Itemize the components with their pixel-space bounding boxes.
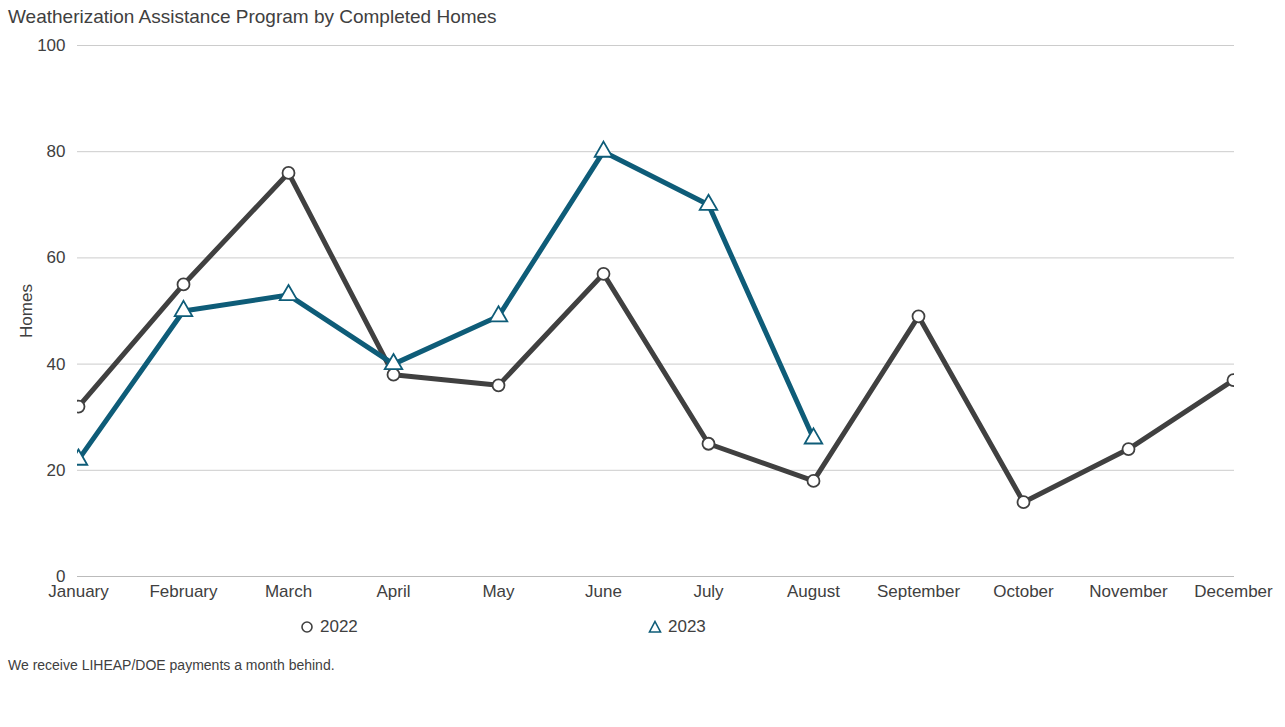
html-text:Weatherization Assistance Prog: Weatherization Assistance Program by Com… (8, 6, 497, 27)
svg-text:Homes: Homes (17, 284, 36, 338)
svg-text:January: January (48, 582, 109, 601)
svg-text:October: October (993, 582, 1054, 601)
svg-text:November: November (1089, 582, 1168, 601)
svg-text:August: August (787, 582, 840, 601)
html-text:2023: 2023 (668, 617, 706, 636)
svg-text:February: February (149, 582, 218, 601)
svg-text:April: April (376, 582, 410, 601)
svg-text:40: 40 (47, 355, 66, 374)
svg-text:100: 100 (37, 36, 65, 55)
svg-text:December: December (1194, 582, 1273, 601)
svg-text:20: 20 (47, 461, 66, 480)
svg-text:80: 80 (47, 142, 66, 161)
html-text:2022: 2022 (320, 617, 358, 636)
svg-text:0: 0 (56, 566, 66, 586)
svg-text:September: September (877, 582, 960, 601)
svg-text:June: June (585, 582, 622, 601)
svg-text:May: May (482, 582, 515, 601)
svg-text:60: 60 (47, 248, 66, 267)
svg-text:July: July (693, 582, 724, 601)
svg-text:March: March (265, 582, 312, 601)
html-text:We receive LIHEAP/DOE payments: We receive LIHEAP/DOE payments a month b… (8, 657, 335, 673)
